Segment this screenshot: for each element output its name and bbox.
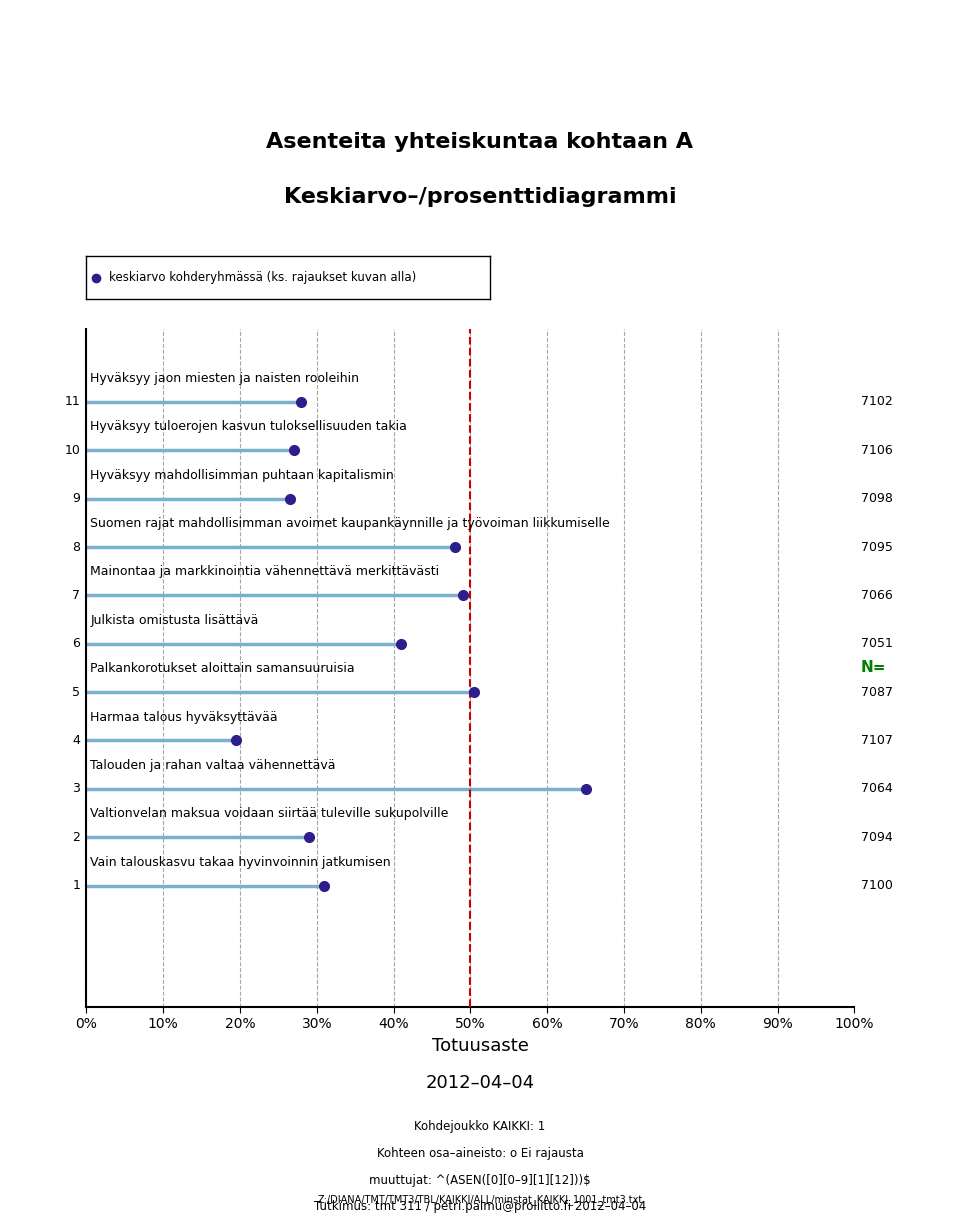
Text: Totuusaste: Totuusaste	[432, 1037, 528, 1055]
Text: Z:/DIANA/TMT/TMT3/TBL/KAIKKI/ALL/minstat_KAIKKI_1001_tmt3.txt: Z:/DIANA/TMT/TMT3/TBL/KAIKKI/ALL/minstat…	[318, 1194, 642, 1205]
Text: Tutkimus: tmt 311 / petri.palmu@proliitto.fi 2012–04–04: Tutkimus: tmt 311 / petri.palmu@proliitt…	[314, 1200, 646, 1214]
Text: Hyväksyy jaon miesten ja naisten rooleihin: Hyväksyy jaon miesten ja naisten rooleih…	[90, 372, 359, 386]
Text: 7087: 7087	[860, 686, 893, 699]
Text: Kohdejoukko KAIKKI: 1: Kohdejoukko KAIKKI: 1	[415, 1120, 545, 1133]
Text: 6: 6	[72, 637, 81, 650]
Text: 7094: 7094	[860, 831, 892, 844]
Text: 11: 11	[64, 395, 81, 409]
Text: Kohteen osa–aineisto: o Ei rajausta: Kohteen osa–aineisto: o Ei rajausta	[376, 1147, 584, 1160]
Text: 2012–04–04: 2012–04–04	[425, 1074, 535, 1092]
Text: 4: 4	[72, 734, 81, 747]
Text: N=: N=	[860, 660, 886, 676]
Text: Vain talouskasvu takaa hyvinvoinnin jatkumisen: Vain talouskasvu takaa hyvinvoinnin jatk…	[90, 855, 391, 869]
Text: Talouden ja rahan valtaa vähennettävä: Talouden ja rahan valtaa vähennettävä	[90, 759, 336, 772]
Text: Suomen rajat mahdollisimman avoimet kaupankäynnille ja työvoiman liikkumiselle: Suomen rajat mahdollisimman avoimet kaup…	[90, 517, 610, 531]
Text: 7066: 7066	[860, 589, 892, 601]
Text: Hyväksyy mahdollisimman puhtaan kapitalismin: Hyväksyy mahdollisimman puhtaan kapitali…	[90, 468, 394, 482]
Text: 3: 3	[72, 782, 81, 795]
Text: Keskiarvo–/prosenttidiagrammi: Keskiarvo–/prosenttidiagrammi	[284, 188, 676, 207]
Text: 7100: 7100	[860, 880, 893, 892]
Text: Harmaa talous hyväksyttävää: Harmaa talous hyväksyttävää	[90, 710, 277, 723]
Text: keskiarvo kohderyhmässä (ks. rajaukset kuvan alla): keskiarvo kohderyhmässä (ks. rajaukset k…	[108, 271, 416, 284]
Text: Asenteita yhteiskuntaa kohtaan A: Asenteita yhteiskuntaa kohtaan A	[267, 133, 693, 152]
Text: 9: 9	[72, 492, 81, 505]
Text: 2: 2	[72, 831, 81, 844]
Text: Mainontaa ja markkinointia vähennettävä merkittävästi: Mainontaa ja markkinointia vähennettävä …	[90, 566, 440, 578]
Text: Hyväksyy tuloerojen kasvun tuloksellisuuden takia: Hyväksyy tuloerojen kasvun tuloksellisuu…	[90, 421, 407, 433]
Text: 8: 8	[72, 540, 81, 554]
Text: 7: 7	[72, 589, 81, 601]
Text: 7051: 7051	[860, 637, 893, 650]
Text: 1: 1	[72, 880, 81, 892]
Text: Palkankorotukset aloittain samansuuruisia: Palkankorotukset aloittain samansuuruisi…	[90, 662, 355, 675]
Text: 7098: 7098	[860, 492, 893, 505]
Text: Julkista omistusta lisättävä: Julkista omistusta lisättävä	[90, 614, 258, 627]
Text: Valtionvelan maksua voidaan siirtää tuleville sukupolville: Valtionvelan maksua voidaan siirtää tule…	[90, 808, 448, 820]
Text: 7095: 7095	[860, 540, 893, 554]
Text: 5: 5	[72, 686, 81, 699]
Text: muuttujat: ^(ASEN([0][0–9][1][12]))$: muuttujat: ^(ASEN([0][0–9][1][12]))$	[370, 1174, 590, 1187]
Text: 7102: 7102	[860, 395, 892, 409]
Text: 7107: 7107	[860, 734, 893, 747]
Text: 7106: 7106	[860, 444, 892, 456]
Text: 10: 10	[64, 444, 81, 456]
Text: 7064: 7064	[860, 782, 892, 795]
